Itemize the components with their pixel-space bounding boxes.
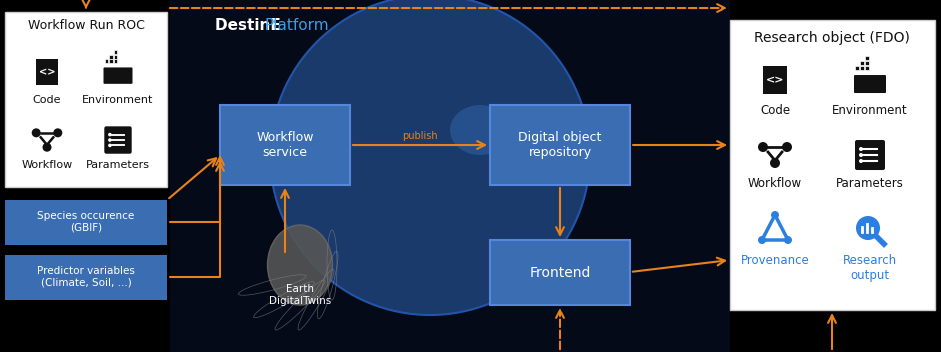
- FancyBboxPatch shape: [5, 200, 167, 245]
- Text: Code: Code: [33, 95, 61, 105]
- Circle shape: [856, 216, 880, 240]
- Text: Environment: Environment: [82, 95, 153, 105]
- FancyBboxPatch shape: [114, 59, 117, 63]
- FancyBboxPatch shape: [865, 61, 869, 65]
- Circle shape: [771, 211, 779, 219]
- FancyBboxPatch shape: [114, 50, 117, 54]
- FancyBboxPatch shape: [5, 255, 167, 300]
- FancyBboxPatch shape: [490, 105, 630, 185]
- Text: publish: publish: [402, 131, 438, 141]
- Text: <>: <>: [766, 75, 784, 85]
- FancyBboxPatch shape: [220, 105, 350, 185]
- FancyBboxPatch shape: [763, 66, 787, 94]
- Text: Provenance: Provenance: [741, 253, 809, 266]
- Circle shape: [42, 143, 52, 152]
- FancyBboxPatch shape: [109, 59, 113, 63]
- Circle shape: [859, 159, 863, 163]
- Text: Workflow
service: Workflow service: [256, 131, 313, 159]
- FancyBboxPatch shape: [104, 68, 133, 84]
- FancyBboxPatch shape: [109, 55, 113, 58]
- Text: DestinE: DestinE: [215, 18, 286, 33]
- Text: Frontend: Frontend: [529, 265, 591, 279]
- FancyBboxPatch shape: [104, 59, 108, 63]
- Circle shape: [108, 144, 112, 147]
- Text: Parameters: Parameters: [86, 160, 150, 170]
- Text: Workflow: Workflow: [22, 160, 72, 170]
- FancyBboxPatch shape: [5, 12, 167, 187]
- Circle shape: [108, 138, 112, 142]
- FancyBboxPatch shape: [855, 140, 885, 170]
- FancyBboxPatch shape: [114, 55, 117, 58]
- Circle shape: [758, 142, 768, 152]
- Text: Environment: Environment: [832, 103, 908, 117]
- FancyBboxPatch shape: [860, 61, 864, 65]
- FancyBboxPatch shape: [730, 20, 935, 310]
- FancyBboxPatch shape: [104, 126, 132, 154]
- Circle shape: [32, 128, 40, 137]
- FancyBboxPatch shape: [854, 75, 886, 93]
- Ellipse shape: [267, 225, 332, 305]
- Text: Workflow: Workflow: [748, 176, 802, 189]
- Text: Earth
DigitalTwins: Earth DigitalTwins: [269, 284, 331, 306]
- Circle shape: [859, 153, 863, 157]
- Ellipse shape: [450, 105, 510, 155]
- Ellipse shape: [270, 0, 590, 315]
- FancyBboxPatch shape: [490, 240, 630, 305]
- Circle shape: [784, 236, 792, 244]
- Text: Digital object
repository: Digital object repository: [518, 131, 601, 159]
- Text: Platform: Platform: [265, 18, 329, 33]
- Circle shape: [782, 142, 792, 152]
- Text: Research object (FDO): Research object (FDO): [754, 31, 910, 45]
- FancyBboxPatch shape: [865, 66, 869, 70]
- FancyBboxPatch shape: [36, 59, 57, 84]
- Circle shape: [770, 158, 780, 168]
- FancyBboxPatch shape: [855, 66, 859, 70]
- Circle shape: [54, 128, 62, 137]
- Circle shape: [758, 236, 766, 244]
- Text: <>: <>: [39, 67, 56, 77]
- Text: Research
output: Research output: [843, 254, 897, 282]
- Text: Workflow Run ROC: Workflow Run ROC: [27, 19, 144, 32]
- FancyBboxPatch shape: [865, 56, 869, 60]
- Text: Code: Code: [760, 103, 790, 117]
- Text: Parameters: Parameters: [836, 176, 904, 189]
- Circle shape: [859, 147, 863, 151]
- FancyBboxPatch shape: [860, 66, 864, 70]
- Text: Predictor variables
(Climate, Soil, ...): Predictor variables (Climate, Soil, ...): [37, 266, 135, 288]
- FancyBboxPatch shape: [170, 0, 730, 352]
- Text: Species occurence
(GBIF): Species occurence (GBIF): [38, 211, 135, 233]
- Circle shape: [108, 133, 112, 137]
